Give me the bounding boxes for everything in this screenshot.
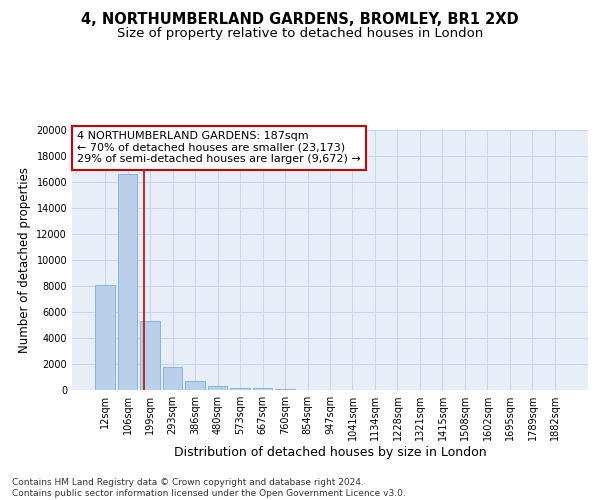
Text: Distribution of detached houses by size in London: Distribution of detached houses by size … xyxy=(173,446,487,459)
Bar xyxy=(208,386,227,390)
Bar xyxy=(275,388,295,390)
Bar xyxy=(253,388,272,390)
Bar xyxy=(230,388,250,390)
Bar xyxy=(185,381,205,390)
Text: Size of property relative to detached houses in London: Size of property relative to detached ho… xyxy=(117,28,483,40)
Text: 4, NORTHUMBERLAND GARDENS, BROMLEY, BR1 2XD: 4, NORTHUMBERLAND GARDENS, BROMLEY, BR1 … xyxy=(81,12,519,28)
Text: Contains HM Land Registry data © Crown copyright and database right 2024.
Contai: Contains HM Land Registry data © Crown c… xyxy=(12,478,406,498)
Text: 4 NORTHUMBERLAND GARDENS: 187sqm
← 70% of detached houses are smaller (23,173)
2: 4 NORTHUMBERLAND GARDENS: 187sqm ← 70% o… xyxy=(77,132,361,164)
Bar xyxy=(140,321,160,390)
Bar xyxy=(163,366,182,390)
Bar xyxy=(118,174,137,390)
Y-axis label: Number of detached properties: Number of detached properties xyxy=(18,167,31,353)
Bar xyxy=(95,284,115,390)
